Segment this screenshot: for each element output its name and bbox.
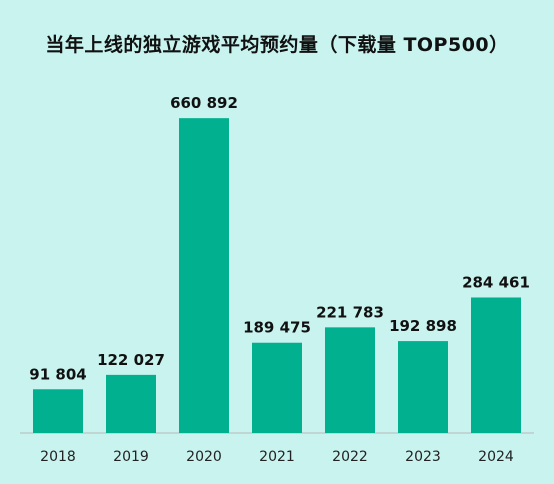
x-tick-label-2022: 2022 [332,449,368,465]
bar-2020 [179,118,229,434]
value-label-2023: 192 898 [389,317,457,335]
value-label-2024: 284 461 [462,273,530,291]
value-label-2018: 91 804 [29,365,86,383]
x-tick-label-2018: 2018 [40,449,76,465]
bar-2022 [325,327,375,433]
x-tick-label-2021: 2021 [259,449,295,465]
bar-2023 [398,341,448,433]
value-label-2022: 221 783 [316,303,384,321]
bar-2018 [33,389,83,433]
chart-title: 当年上线的独立游戏平均预约量（下载量 TOP500） [45,34,509,56]
value-label-2020: 660 892 [170,94,238,112]
value-label-2021: 189 475 [243,319,311,337]
value-label-2019: 122 027 [97,351,165,369]
x-tick-label-2019: 2019 [113,449,149,465]
bar-2021 [252,342,302,433]
bar-2019 [106,374,156,433]
x-tick-label-2023: 2023 [405,449,441,465]
x-tick-label-2020: 2020 [186,449,222,465]
bar-2024 [471,297,521,433]
x-tick-label-2024: 2024 [478,449,514,465]
